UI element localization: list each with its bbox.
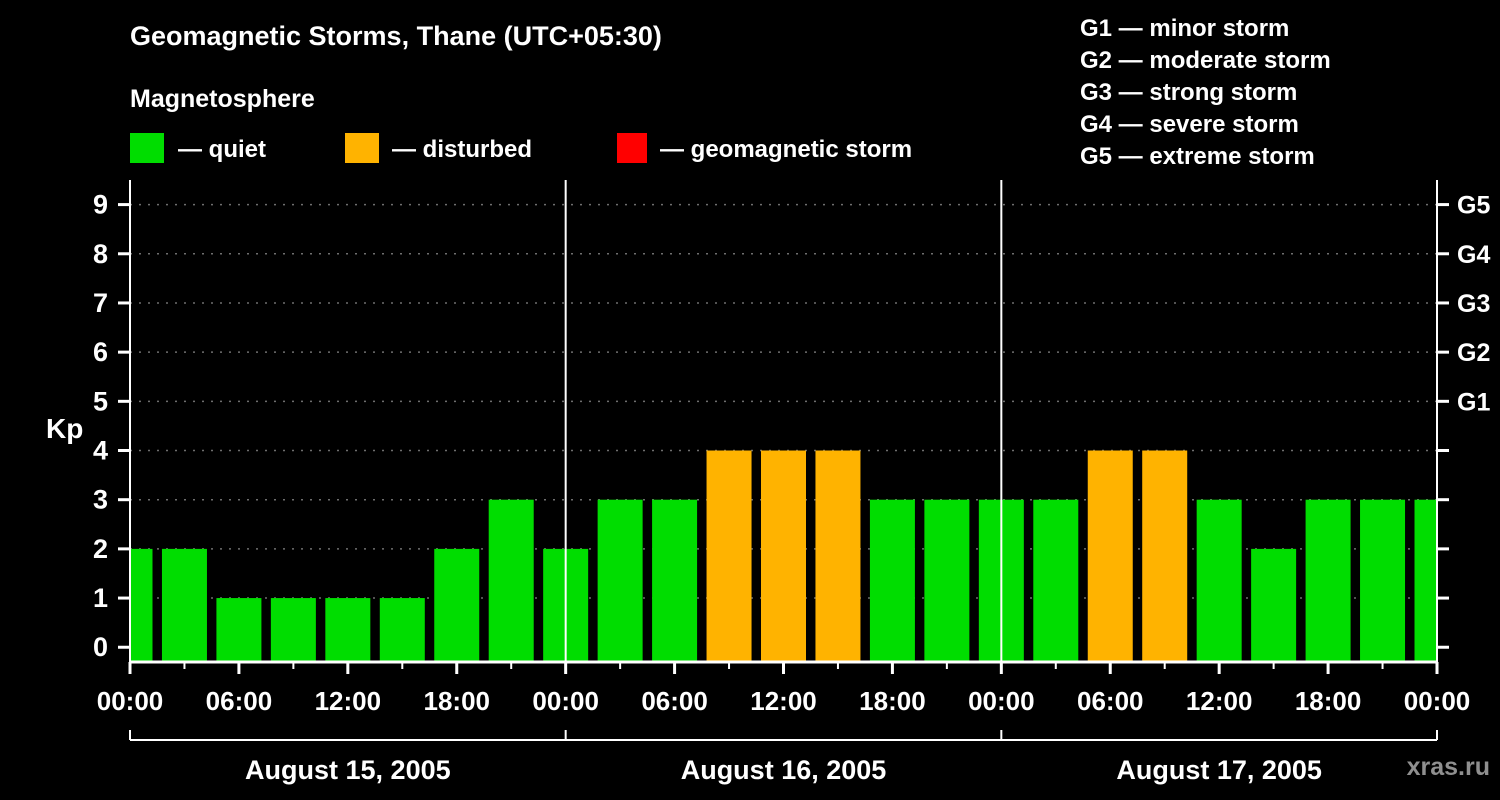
g-legend-line-g1: G1 — minor storm xyxy=(1080,15,1290,42)
kp-bar xyxy=(434,548,480,662)
kp-bar xyxy=(869,499,915,662)
x-axis-label: 00:00 xyxy=(1404,686,1471,716)
y-axis-label: 3 xyxy=(93,485,108,515)
x-axis-label: 18:00 xyxy=(859,686,926,716)
kp-bar xyxy=(1087,450,1133,662)
x-axis-label: 00:00 xyxy=(532,686,599,716)
kp-bar xyxy=(597,499,643,662)
kp-bar xyxy=(1414,499,1437,662)
x-axis-label: 18:00 xyxy=(424,686,491,716)
x-axis-label: 00:00 xyxy=(968,686,1035,716)
kp-bar xyxy=(815,450,861,662)
kp-bar xyxy=(488,499,534,662)
g-scale-label: G5 xyxy=(1457,192,1490,220)
y-axis-label: 6 xyxy=(93,337,108,367)
kp-bar xyxy=(652,499,698,662)
kp-bar xyxy=(1360,499,1406,662)
y-axis-label: 7 xyxy=(93,288,108,318)
g-scale-label: G2 xyxy=(1457,339,1490,367)
y-axis-label: 9 xyxy=(93,190,108,220)
g-legend-line-g5: G5 — extreme storm xyxy=(1080,143,1315,170)
g-scale-label: G4 xyxy=(1457,241,1490,269)
g-legend-line-g3: G3 — strong storm xyxy=(1080,79,1298,106)
x-axis-label: 06:00 xyxy=(1077,686,1144,716)
date-label: August 16, 2005 xyxy=(681,755,887,785)
kp-bar xyxy=(379,598,425,662)
page-title: Geomagnetic Storms, Thane (UTC+05:30) xyxy=(130,21,662,51)
x-axis-label: 12:00 xyxy=(1186,686,1253,716)
quiet-legend-label: — quiet xyxy=(178,136,266,163)
kp-bar xyxy=(1305,499,1351,662)
kp-bar xyxy=(161,548,207,662)
xras-watermark: xras.ru xyxy=(1406,753,1490,781)
disturbed-legend-label: — disturbed xyxy=(392,136,533,163)
x-axis-label: 00:00 xyxy=(97,686,164,716)
kp-bar xyxy=(130,548,153,662)
g-scale-legend: G1 — minor storm G2 — moderate storm G3 … xyxy=(1080,13,1331,173)
y-axis-title: Kp xyxy=(46,413,83,444)
g-legend-line-g2: G2 — moderate storm xyxy=(1080,47,1331,74)
g-scale-label: G3 xyxy=(1457,290,1490,318)
kp-bar xyxy=(1196,499,1242,662)
g-scale-label: G1 xyxy=(1457,388,1490,416)
kp-bar xyxy=(1033,499,1079,662)
quiet-color-swatch xyxy=(130,133,164,163)
kp-bar xyxy=(924,499,970,662)
x-axis-label: 06:00 xyxy=(641,686,708,716)
y-axis-label: 1 xyxy=(93,583,108,613)
kp-bar xyxy=(270,598,316,662)
kp-bar xyxy=(325,598,371,662)
x-axis-label: 12:00 xyxy=(750,686,817,716)
kp-bar xyxy=(761,450,806,662)
x-axis-label: 18:00 xyxy=(1295,686,1362,716)
storm-color-swatch xyxy=(617,133,647,163)
date-label: August 15, 2005 xyxy=(245,755,451,785)
kp-bar xyxy=(1251,548,1297,662)
g-legend-line-g4: G4 — severe storm xyxy=(1080,111,1299,138)
y-axis-label: 2 xyxy=(93,534,108,564)
kp-bar xyxy=(216,598,262,662)
kp-bar xyxy=(1142,450,1188,662)
y-axis-label: 8 xyxy=(93,239,108,269)
y-axis-label: 0 xyxy=(93,632,108,662)
x-axis-label: 06:00 xyxy=(206,686,273,716)
x-axis-label: 12:00 xyxy=(315,686,382,716)
magnetosphere-label: Magnetosphere xyxy=(130,85,315,113)
y-axis-label: 4 xyxy=(93,436,108,466)
date-label: August 17, 2005 xyxy=(1116,755,1322,785)
storm-legend-label: — geomagnetic storm xyxy=(660,136,913,163)
disturbed-color-swatch xyxy=(345,133,379,163)
kp-bar xyxy=(706,450,752,662)
y-axis-label: 5 xyxy=(93,386,108,416)
